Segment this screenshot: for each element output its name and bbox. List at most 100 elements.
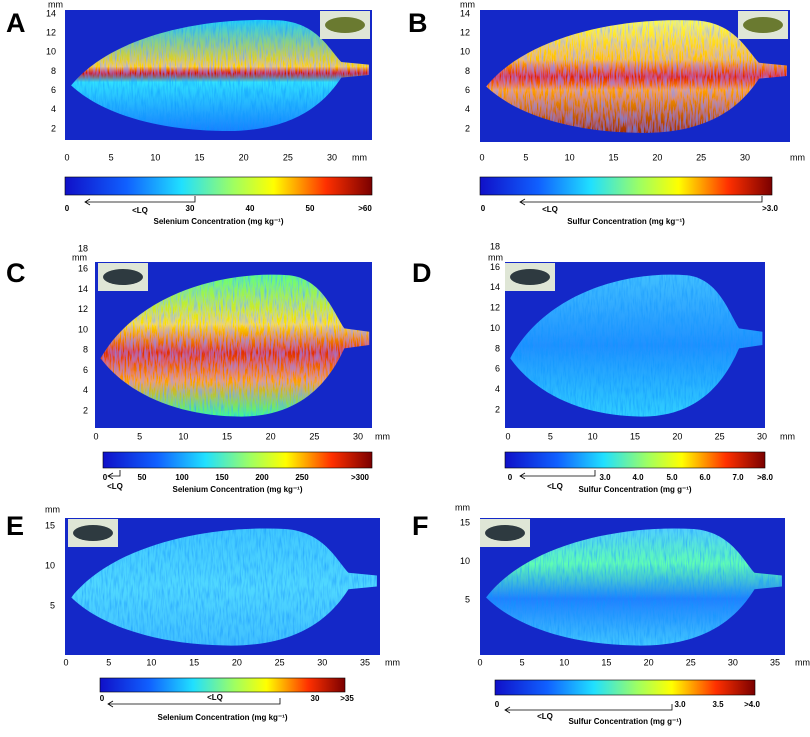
y-tick-label: 16 <box>78 264 88 274</box>
colorbar-tick-label: 7.0 <box>732 473 744 482</box>
colorbar <box>479 176 773 196</box>
leaf-map <box>71 528 377 646</box>
colorbar-label: Selenium Concentration (mg kg⁻¹) <box>153 217 283 226</box>
y-tick-label: 12 <box>460 28 470 38</box>
x-tick-label: 0 <box>63 657 68 667</box>
lq-label: <LQ <box>207 693 223 702</box>
y-tick-label: 6 <box>465 85 470 95</box>
y-tick-label: 8 <box>51 66 56 76</box>
x-tick-label: 5 <box>109 152 114 162</box>
y-tick-label: 10 <box>460 47 470 57</box>
colorbar-tick-label: >60 <box>358 204 372 213</box>
y-unit: mm <box>48 0 63 9</box>
leaf-map <box>71 19 369 132</box>
colorbar <box>504 451 766 469</box>
lq-label: <LQ <box>107 482 123 491</box>
y-tick-label: 15 <box>45 520 55 530</box>
x-tick-label: 35 <box>360 657 370 667</box>
x-tick-label: 30 <box>740 152 750 162</box>
x-tick-label: 15 <box>608 152 618 162</box>
y-unit: mm <box>488 252 503 262</box>
colorbar-tick-label: 0 <box>508 473 513 482</box>
x-tick-label: 30 <box>327 152 337 162</box>
x-tick-label: 25 <box>283 152 293 162</box>
x-tick-label: 5 <box>523 152 528 162</box>
lq-label: <LQ <box>132 206 148 215</box>
colorbar-tick-label: >3.0 <box>762 204 778 213</box>
x-tick-label: 5 <box>548 431 553 441</box>
y-tick-label: 10 <box>460 556 470 566</box>
y-tick-label: 10 <box>490 323 500 333</box>
x-tick-label: 10 <box>150 152 160 162</box>
colorbar-tick-label: >35 <box>340 694 354 703</box>
x-tick-label: 25 <box>686 657 696 667</box>
x-unit: mm <box>780 431 795 441</box>
x-tick-label: 25 <box>696 152 706 162</box>
colorbar-tick-label: 3.0 <box>599 473 611 482</box>
leaf-thumbnail-leaf <box>103 269 143 285</box>
y-unit: mm <box>72 252 87 262</box>
leaf-thumbnail-leaf <box>485 525 525 541</box>
colorbar-label: Selenium Concentration (mg kg⁻¹) <box>157 713 287 722</box>
x-unit: mm <box>795 657 810 667</box>
x-tick-label: 0 <box>64 152 69 162</box>
colorbar-tick-label: >8.0 <box>757 473 773 482</box>
x-tick-label: 0 <box>477 657 482 667</box>
y-unit: mm <box>45 504 60 514</box>
x-tick-label: 20 <box>652 152 662 162</box>
x-unit: mm <box>385 657 400 667</box>
colorbar-label: Sulfur Concentration (mg kg⁻¹) <box>567 217 685 226</box>
y-tick-label: 10 <box>46 47 56 57</box>
x-tick-label: 15 <box>189 657 199 667</box>
colorbar <box>64 176 373 196</box>
y-tick-label: 2 <box>495 404 500 414</box>
x-tick-label: 0 <box>479 152 484 162</box>
leaf-map <box>510 274 763 417</box>
x-tick-label: 15 <box>222 431 232 441</box>
x-tick-label: 5 <box>520 657 525 667</box>
y-unit: mm <box>455 502 470 512</box>
y-tick-label: 5 <box>465 594 470 604</box>
y-tick-label: 12 <box>78 304 88 314</box>
colorbar-tick-label: >4.0 <box>744 700 760 709</box>
x-tick-label: 10 <box>559 657 569 667</box>
x-tick-label: 25 <box>275 657 285 667</box>
x-tick-label: 0 <box>93 431 98 441</box>
y-tick-label: 14 <box>78 284 88 294</box>
colorbar-tick-label: 250 <box>295 473 309 482</box>
lq-arrow <box>107 470 121 480</box>
lq-arrow <box>504 704 673 714</box>
y-tick-label: 14 <box>460 8 470 18</box>
y-tick-label: 8 <box>495 343 500 353</box>
colorbar-tick-label: 200 <box>255 473 269 482</box>
leaf-map <box>486 528 782 646</box>
y-tick-label: 5 <box>50 600 55 610</box>
y-tick-label: 14 <box>46 8 56 18</box>
x-tick-label: 10 <box>178 431 188 441</box>
y-tick-label: 8 <box>83 345 88 355</box>
y-tick-label: 2 <box>465 123 470 133</box>
colorbar-tick-label: 100 <box>175 473 189 482</box>
colorbar-tick-label: 0 <box>495 700 500 709</box>
leaf-thumbnail-leaf <box>510 269 550 285</box>
lq-label: <LQ <box>537 712 553 721</box>
panel-label: D <box>412 258 432 288</box>
x-tick-label: 15 <box>194 152 204 162</box>
y-tick-label: 18 <box>78 243 88 253</box>
x-tick-label: 0 <box>505 431 510 441</box>
colorbar-tick-label: 3.0 <box>674 700 686 709</box>
x-tick-label: 10 <box>588 431 598 441</box>
x-tick-label: 10 <box>565 152 575 162</box>
colorbar-tick-label: 3.5 <box>712 700 724 709</box>
y-tick-label: 10 <box>45 560 55 570</box>
y-tick-label: 18 <box>490 241 500 251</box>
colorbar-tick-label: 50 <box>138 473 147 482</box>
lq-arrow <box>519 470 596 480</box>
colorbar-tick-label: 30 <box>311 694 320 703</box>
y-tick-label: 6 <box>495 364 500 374</box>
x-tick-label: 35 <box>770 657 780 667</box>
x-tick-label: 30 <box>317 657 327 667</box>
y-tick-label: 2 <box>51 123 56 133</box>
colorbar <box>99 677 346 693</box>
